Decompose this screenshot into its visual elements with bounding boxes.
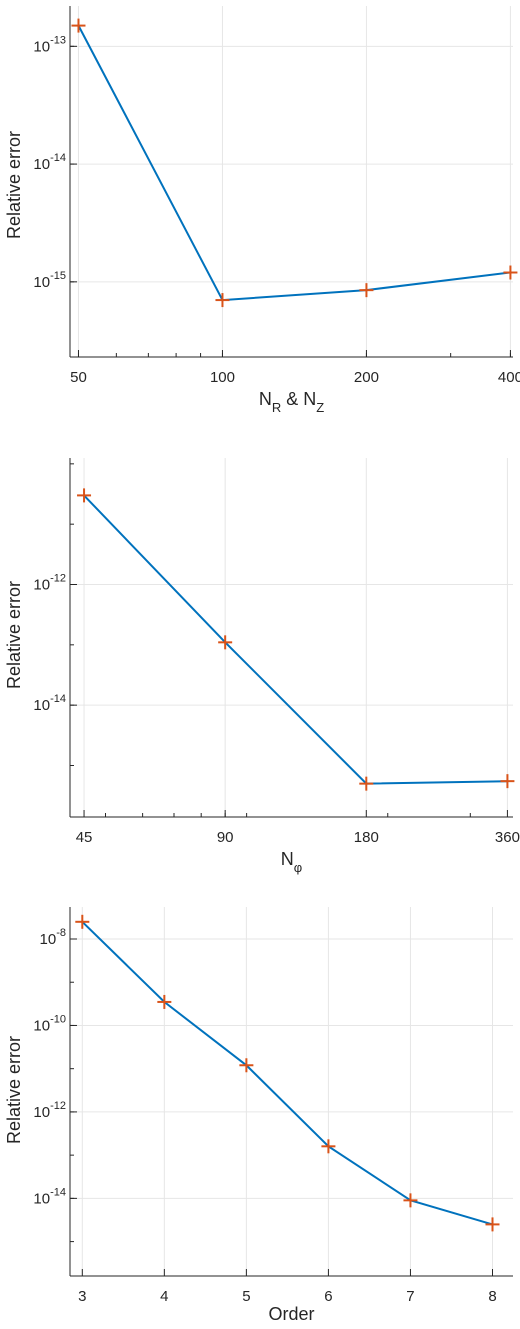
y-tick-label: 10-10	[33, 1013, 66, 1034]
y-tick-exponent: -13	[50, 34, 66, 46]
y-tick-label: 10-13	[33, 34, 66, 55]
y-tick-base: 10	[33, 1190, 50, 1207]
x-label-subscript: φ	[294, 860, 302, 875]
y-tick-exponent: -14	[50, 693, 66, 705]
y-tick-exponent: -14	[50, 1186, 66, 1198]
data-line	[77, 25, 511, 302]
x-label-subscript: R	[272, 400, 281, 415]
x-tick-label: 3	[78, 1288, 86, 1305]
data-point-marker	[359, 776, 374, 791]
y-axis-label: Relative error	[4, 1036, 24, 1144]
x-label-part: N	[281, 849, 294, 869]
y-tick-base: 10	[33, 1017, 50, 1034]
y-tick-exponent: -12	[50, 573, 66, 585]
x-tick-label: 200	[354, 369, 379, 386]
data-point-marker	[359, 283, 374, 298]
y-tick-label: 10-14	[33, 1186, 66, 1207]
data-point-marker	[403, 1193, 418, 1208]
data-point-marker	[75, 914, 90, 929]
data-point-marker	[503, 265, 518, 280]
y-tick-exponent: -8	[56, 927, 66, 939]
x-label-part: &	[281, 389, 303, 409]
data-point-marker	[218, 635, 233, 650]
y-tick-base: 10	[33, 577, 50, 594]
y-tick-exponent: -10	[50, 1013, 66, 1025]
x-axis-label: NR & NZ	[259, 389, 324, 415]
y-tick-base: 10	[33, 38, 50, 55]
x-label-subscript: Z	[316, 400, 324, 415]
y-tick-base: 10	[33, 1104, 50, 1121]
data-point-marker	[157, 994, 172, 1009]
data-line	[81, 921, 493, 1226]
data-point-marker	[500, 774, 515, 789]
y-tick-label: 10-14	[33, 693, 66, 714]
y-tick-base: 10	[33, 274, 50, 291]
x-label-part: N	[303, 389, 316, 409]
data-point-marker	[485, 1217, 500, 1232]
data-line	[83, 494, 508, 785]
x-tick-label: 8	[488, 1288, 496, 1305]
x-tick-label: 360	[495, 829, 520, 846]
y-tick-label: 10-8	[40, 927, 66, 948]
x-tick-label: 45	[76, 829, 93, 846]
x-axis-label: Nφ	[281, 849, 302, 875]
x-axis-label: Order	[268, 1304, 314, 1324]
y-tick-label: 10-14	[33, 152, 66, 173]
y-axis-label: Relative error	[4, 581, 24, 689]
x-tick-label: 50	[70, 369, 87, 386]
y-tick-label: 10-15	[33, 270, 66, 291]
x-tick-label: 4	[160, 1288, 168, 1305]
x-tick-label: 5	[242, 1288, 250, 1305]
y-tick-exponent: -12	[50, 1100, 66, 1112]
y-tick-label: 10-12	[33, 573, 66, 594]
y-axis-label: Relative error	[4, 131, 24, 239]
data-point-marker	[215, 293, 230, 308]
y-tick-exponent: -15	[50, 270, 66, 282]
x-tick-label: 7	[406, 1288, 414, 1305]
data-point-marker	[77, 488, 92, 503]
x-tick-label: 6	[324, 1288, 332, 1305]
y-tick-label: 10-12	[33, 1100, 66, 1121]
x-tick-label: 180	[354, 829, 379, 846]
data-point-marker	[239, 1058, 254, 1073]
data-point-marker	[71, 18, 86, 33]
x-tick-label: 90	[217, 829, 234, 846]
y-tick-exponent: -14	[50, 152, 66, 164]
x-tick-label: 100	[210, 369, 235, 386]
x-label-part: N	[259, 389, 272, 409]
x-tick-label: 400	[498, 369, 520, 386]
y-tick-base: 10	[33, 697, 50, 714]
y-tick-base: 10	[33, 156, 50, 173]
y-tick-base: 10	[40, 931, 57, 948]
data-point-marker	[321, 1139, 336, 1154]
